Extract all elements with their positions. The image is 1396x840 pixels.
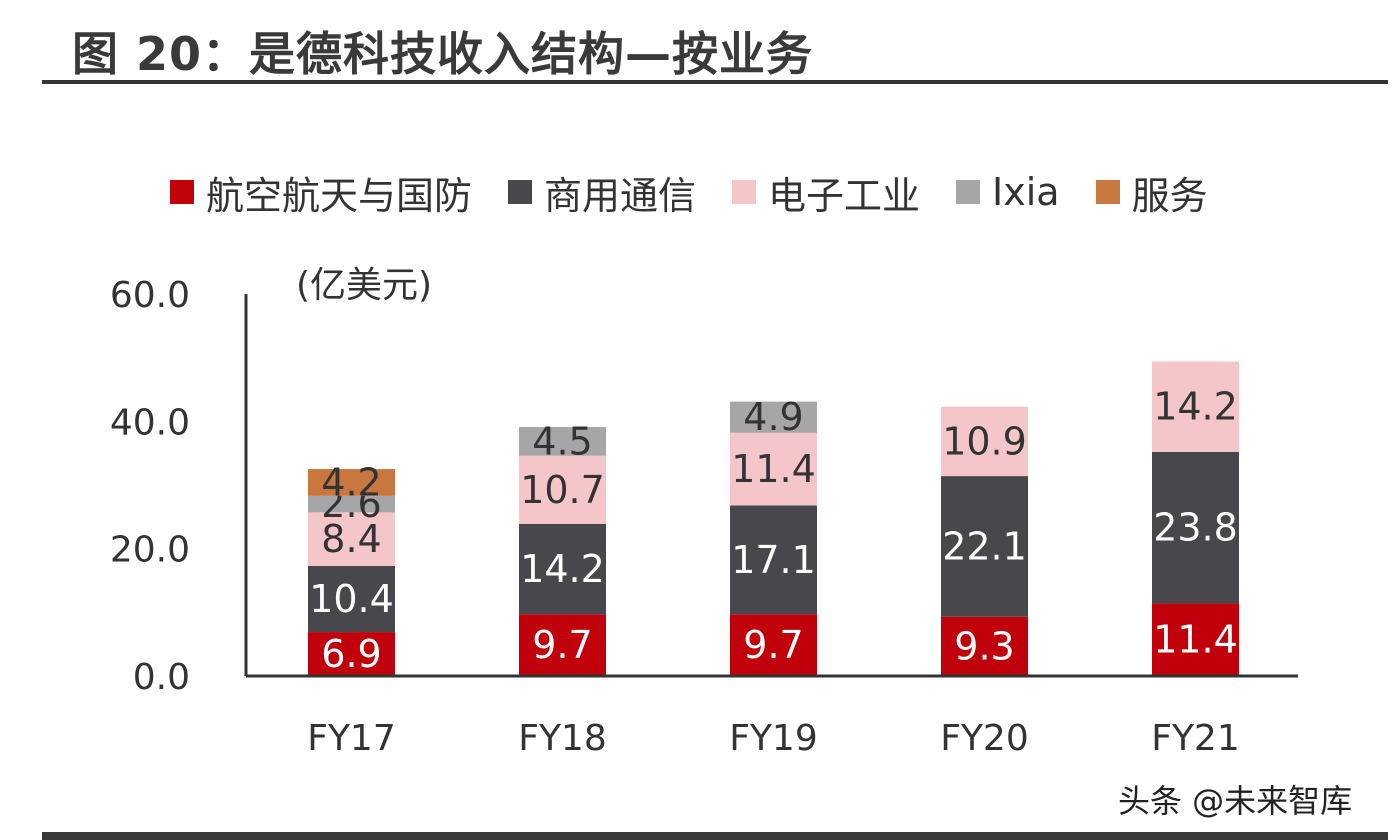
data-label-fy19-ixia: 4.9 — [743, 395, 803, 439]
legend-item-aerospace-defense: 航空航天与国防 — [170, 165, 472, 220]
x-tick-label-fy21: FY21 — [1151, 718, 1240, 759]
data-label-fy18-ixia: 4.5 — [532, 419, 592, 463]
legend-label-ixia: Ixia — [992, 170, 1060, 214]
figure-title: 图 20：是德科技收入结构—按业务 — [72, 27, 814, 81]
bar-fy19-commercial-comms — [730, 505, 817, 615]
data-label-fy19-commercial-comms: 17.1 — [731, 538, 816, 582]
bar-fy17-services — [308, 469, 395, 496]
y-axis-unit-label: (亿美元) — [296, 265, 433, 306]
bar-fy20-electronic-industrial — [941, 406, 1028, 477]
legend-item-ixia: Ixia — [956, 170, 1060, 214]
data-label-fy18-electronic-industrial: 10.7 — [520, 468, 605, 512]
bar-fy19-aerospace-defense — [730, 614, 817, 676]
y-tick-label-40-0: 40.0 — [110, 402, 190, 443]
x-tick-label-fy17: FY17 — [307, 718, 396, 759]
bar-fy19-ixia — [730, 401, 817, 433]
legend-swatch-electronic-industrial — [732, 180, 757, 204]
data-label-fy21-aerospace-defense: 11.4 — [1153, 618, 1238, 662]
legend-swatch-ixia — [956, 180, 981, 204]
bar-fy18-ixia — [519, 427, 606, 456]
x-tick-label-fy18: FY18 — [518, 718, 607, 759]
bar-fy18-aerospace-defense — [519, 614, 606, 676]
data-label-fy19-electronic-industrial: 11.4 — [731, 447, 816, 491]
bar-fy17-commercial-comms — [308, 565, 395, 633]
legend-swatch-aerospace-defense — [170, 180, 194, 204]
bar-fy21-aerospace-defense — [1152, 603, 1239, 676]
bar-fy19-electronic-industrial — [730, 432, 817, 506]
legend-label-electronic-industrial: 电子工业 — [768, 173, 921, 218]
y-tick-label-60-0: 60.0 — [110, 275, 190, 316]
bar-fy20-commercial-comms — [941, 476, 1028, 617]
watermark-text: 头条 @未来智库 — [1118, 782, 1353, 820]
data-label-fy17-commercial-comms: 10.4 — [309, 577, 394, 621]
x-tick-label-fy20: FY20 — [940, 718, 1029, 759]
legend-label-commercial-comms: 商用通信 — [544, 173, 697, 218]
bar-fy21-electronic-industrial — [1152, 361, 1239, 452]
chart-legend: 航空航天与国防 商用通信 电子工业 Ixia 服务 — [170, 166, 1208, 218]
legend-item-commercial-comms: 商用通信 — [508, 165, 696, 220]
bar-fy17-aerospace-defense — [308, 632, 395, 676]
data-label-fy20-aerospace-defense: 9.3 — [954, 624, 1014, 668]
bar-fy17-electronic-industrial — [308, 512, 395, 566]
y-tick-label-0-0: 0.0 — [133, 657, 190, 698]
data-label-fy18-commercial-comms: 14.2 — [520, 547, 605, 591]
legend-item-electronic-industrial: 电子工业 — [732, 165, 920, 220]
bottom-divider — [42, 832, 1388, 840]
legend-swatch-services — [1095, 180, 1120, 204]
bar-fy21-commercial-comms — [1152, 451, 1239, 604]
legend-swatch-commercial-comms — [508, 180, 533, 204]
bar-fy18-electronic-industrial — [519, 455, 606, 524]
data-label-fy21-electronic-industrial: 14.2 — [1153, 385, 1238, 429]
y-tick-label-20-0: 20.0 — [110, 530, 190, 571]
data-label-fy17-aerospace-defense: 6.9 — [321, 632, 381, 676]
bar-fy17-ixia — [308, 495, 395, 513]
x-tick-label-fy19: FY19 — [729, 718, 818, 759]
bar-fy20-aerospace-defense — [941, 616, 1028, 676]
legend-item-services: 服务 — [1095, 165, 1208, 220]
title-divider — [42, 80, 1388, 84]
legend-label-aerospace-defense: 航空航天与国防 — [206, 173, 473, 218]
data-label-fy20-commercial-comms: 22.1 — [942, 524, 1027, 568]
data-label-fy17-services: 4.2 — [321, 460, 381, 504]
data-label-fy17-electronic-industrial: 8.4 — [321, 517, 381, 561]
data-label-fy21-commercial-comms: 23.8 — [1153, 506, 1238, 550]
data-label-fy20-electronic-industrial: 10.9 — [942, 419, 1027, 463]
bar-fy18-commercial-comms — [519, 523, 606, 615]
legend-label-services: 服务 — [1131, 173, 1208, 218]
data-label-fy18-aerospace-defense: 9.7 — [532, 623, 592, 667]
data-label-fy19-aerospace-defense: 9.7 — [743, 623, 803, 667]
